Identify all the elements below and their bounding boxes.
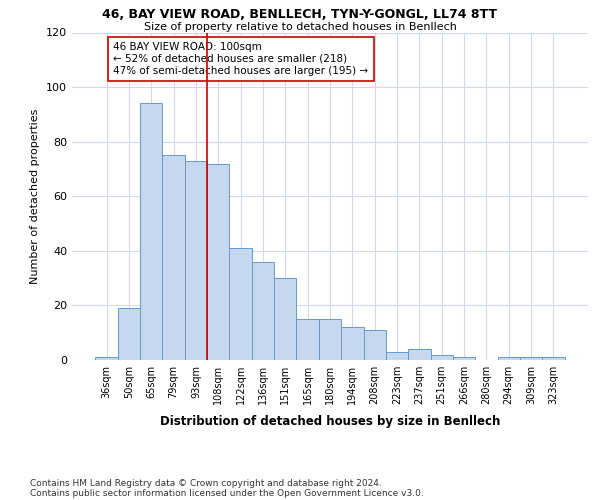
Text: Contains HM Land Registry data © Crown copyright and database right 2024.: Contains HM Land Registry data © Crown c… [30,478,382,488]
Bar [520,358,542,360]
Bar [229,248,252,360]
X-axis label: Distribution of detached houses by size in Benllech: Distribution of detached houses by size … [160,416,500,428]
Bar [252,262,274,360]
Bar [386,352,408,360]
Text: Contains public sector information licensed under the Open Government Licence v3: Contains public sector information licen… [30,488,424,498]
Bar [95,358,118,360]
Bar [274,278,296,360]
Text: 46 BAY VIEW ROAD: 100sqm
← 52% of detached houses are smaller (218)
47% of semi-: 46 BAY VIEW ROAD: 100sqm ← 52% of detach… [113,42,368,76]
Bar [163,156,185,360]
Text: 46, BAY VIEW ROAD, BENLLECH, TYN-Y-GONGL, LL74 8TT: 46, BAY VIEW ROAD, BENLLECH, TYN-Y-GONGL… [103,8,497,20]
Text: Size of property relative to detached houses in Benllech: Size of property relative to detached ho… [143,22,457,32]
Bar [453,358,475,360]
Bar [542,358,565,360]
Bar [341,327,364,360]
Bar [431,354,453,360]
Bar [497,358,520,360]
Bar [140,104,163,360]
Bar [364,330,386,360]
Y-axis label: Number of detached properties: Number of detached properties [31,108,40,284]
Bar [185,161,207,360]
Bar [408,349,431,360]
Bar [319,319,341,360]
Bar [118,308,140,360]
Bar [296,319,319,360]
Bar [207,164,229,360]
